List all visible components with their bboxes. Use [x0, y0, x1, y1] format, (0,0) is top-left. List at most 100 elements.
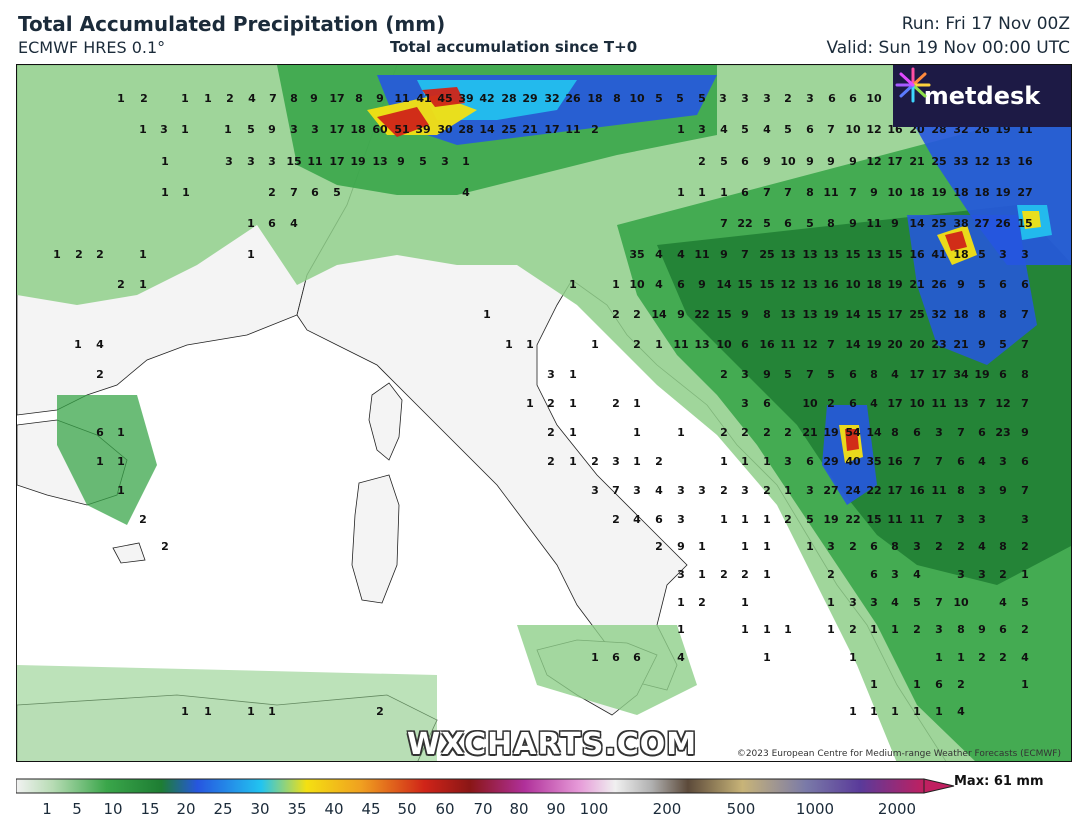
- precip-value-label: 1: [53, 248, 61, 261]
- land-corsica: [368, 382, 403, 461]
- precip-value-label: 3: [247, 155, 255, 168]
- precip-value-label: 1: [677, 426, 685, 439]
- land-sardinia: [351, 474, 400, 604]
- precip-value-label: 1: [204, 705, 212, 718]
- precip-value-label: 9: [376, 92, 384, 105]
- color-scale-ticks: 1 5 10 15 20 25 30 35 40 45 50 60 70 80 90 100 200 500 100…: [0, 800, 1088, 820]
- precip-value-label: 1: [677, 623, 685, 636]
- precip-value-label: 8: [957, 484, 965, 497]
- precip-value-label: 1: [849, 705, 857, 718]
- color-scale-tick: 35: [287, 800, 307, 818]
- precip-value-label: 2: [827, 568, 835, 581]
- precip-value-label: 6: [741, 186, 749, 199]
- precip-value-label: 1: [204, 92, 212, 105]
- precip-value-label: 5: [741, 123, 749, 136]
- precip-value-label: 1: [677, 186, 685, 199]
- precip-value-label: 1: [569, 278, 577, 291]
- precip-value-label: 1: [806, 540, 814, 553]
- precip-value-label: 8: [870, 368, 878, 381]
- precip-value-label: 2: [698, 155, 706, 168]
- precip-value-label: 9: [763, 368, 771, 381]
- precip-value-label: 6: [849, 92, 857, 105]
- precip-value-label: 2: [741, 568, 749, 581]
- precip-value-label: 17: [887, 308, 902, 321]
- wxcharts-watermark: WXCHARTS.COM: [407, 727, 698, 762]
- precip-value-label: 17: [887, 397, 902, 410]
- precip-area-light_green: [517, 625, 697, 715]
- precip-value-label: 1: [698, 186, 706, 199]
- precip-value-label: 4: [290, 217, 298, 230]
- precip-value-label: 1: [117, 92, 125, 105]
- precip-value-label: 2: [591, 123, 599, 136]
- precip-value-label: 7: [1021, 338, 1029, 351]
- precip-value-label: 2: [999, 651, 1007, 664]
- precip-value-label: 13: [802, 278, 817, 291]
- precip-value-label: 2: [957, 540, 965, 553]
- precip-value-label: 18: [909, 186, 924, 199]
- precip-value-label: 9: [310, 92, 318, 105]
- precip-value-label: 10: [887, 186, 903, 199]
- precip-value-label: 2: [140, 92, 148, 105]
- color-scale-tick: 40: [324, 800, 344, 818]
- precip-value-label: 2: [741, 426, 749, 439]
- precip-value-label: 13: [694, 338, 709, 351]
- precip-value-label: 14: [716, 278, 732, 291]
- precip-value-label: 11: [394, 92, 409, 105]
- color-scale-tick: 5: [72, 800, 82, 818]
- precip-value-label: 1: [96, 455, 104, 468]
- color-scale-tick: 60: [435, 800, 455, 818]
- precip-value-label: 12: [866, 155, 881, 168]
- precip-value-label: 1: [569, 397, 577, 410]
- precip-value-label: 1: [763, 623, 771, 636]
- precip-value-label: 3: [806, 484, 814, 497]
- precip-value-label: 5: [784, 123, 792, 136]
- precip-value-label: 1: [633, 397, 641, 410]
- precip-value-label: 1: [741, 623, 749, 636]
- precip-value-label: 16: [887, 455, 903, 468]
- precip-value-label: 45: [437, 92, 452, 105]
- precip-value-label: 3: [741, 368, 749, 381]
- precip-value-label: 2: [978, 651, 986, 664]
- precip-value-label: 3: [741, 92, 749, 105]
- precip-value-label: 1: [720, 186, 728, 199]
- precip-value-label: 11: [931, 484, 946, 497]
- precip-value-label: 5: [698, 92, 706, 105]
- precip-value-label: 1: [569, 368, 577, 381]
- map-canvas: 1 2 1 1 2 4 7 8 9 17 8 9 11 41 45 39 42 28 29 32 26 18 8 10 5 5 5 3…: [17, 65, 1071, 761]
- precip-value-label: 32: [544, 92, 559, 105]
- precip-value-label: 1: [633, 426, 641, 439]
- precip-value-label: 9: [397, 155, 405, 168]
- precip-value-label: 7: [957, 426, 965, 439]
- max-value-label: Max: 61 mm: [954, 774, 1044, 789]
- precip-value-label: 2: [612, 513, 620, 526]
- precip-value-label: 6: [741, 155, 749, 168]
- precip-value-label: 11: [909, 513, 924, 526]
- precip-value-label: 1: [870, 678, 878, 691]
- precip-value-label: 14: [845, 308, 861, 321]
- precip-area-green: [57, 395, 157, 525]
- precip-value-label: 3: [677, 513, 685, 526]
- precip-value-label: 9: [827, 155, 835, 168]
- precip-value-label: 3: [870, 596, 878, 609]
- precip-value-label: 25: [759, 248, 774, 261]
- precip-value-label: 17: [909, 368, 924, 381]
- precip-value-label: 7: [913, 455, 921, 468]
- precip-value-label: 12: [866, 123, 881, 136]
- precip-value-label: 4: [978, 540, 986, 553]
- precip-value-label: 3: [957, 568, 965, 581]
- precip-value-label: 1: [161, 155, 169, 168]
- precip-value-label: 9: [999, 484, 1007, 497]
- precip-value-label: 17: [329, 92, 344, 105]
- precip-value-label: 17: [544, 123, 559, 136]
- precip-value-label: 2: [547, 397, 555, 410]
- precip-value-label: 12: [974, 155, 989, 168]
- precip-value-label: 2: [547, 426, 555, 439]
- precip-value-label: 17: [887, 484, 902, 497]
- precip-value-label: 3: [978, 513, 986, 526]
- precip-value-label: 25: [909, 308, 924, 321]
- precip-value-label: 2: [268, 186, 276, 199]
- precip-value-label: 7: [827, 123, 835, 136]
- land-balearic: [112, 542, 146, 564]
- precip-value-label: 14: [845, 338, 861, 351]
- precip-value-label: 6: [806, 455, 814, 468]
